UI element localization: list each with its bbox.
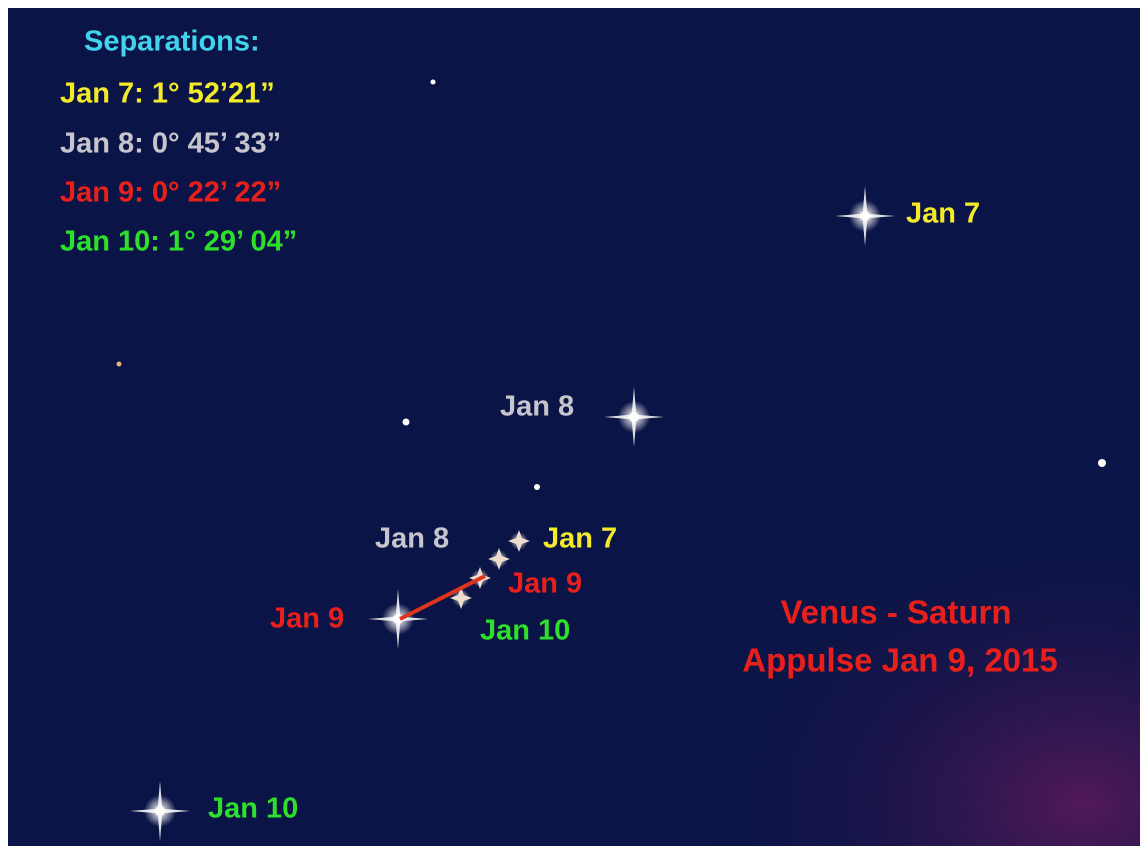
venus-label: Jan 10 — [208, 793, 298, 825]
legend-title: Separations: — [84, 26, 260, 58]
venus-label: Jan 8 — [500, 391, 574, 423]
separation-line — [399, 574, 486, 621]
caption: Appulse Jan 9, 2015 — [742, 642, 1057, 679]
nebula — [8, 8, 1140, 846]
legend-item: Jan 10: 1° 29’ 04” — [60, 226, 297, 258]
legend-item: Jan 9: 0° 22’ 22” — [60, 177, 281, 209]
venus-label: Jan 9 — [270, 603, 344, 635]
caption: Venus - Saturn — [780, 594, 1011, 631]
venus-label: Jan 7 — [906, 198, 980, 230]
saturn-label: Jan 8 — [375, 523, 449, 555]
saturn-label: Jan 9 — [508, 568, 582, 600]
saturn-label: Jan 7 — [543, 523, 617, 555]
background-stars — [116, 79, 1106, 490]
legend-item: Jan 8: 0° 45’ 33” — [60, 128, 281, 160]
legend-item: Jan 7: 1° 52’21” — [60, 78, 275, 110]
saturn-label: Jan 10 — [480, 615, 570, 647]
